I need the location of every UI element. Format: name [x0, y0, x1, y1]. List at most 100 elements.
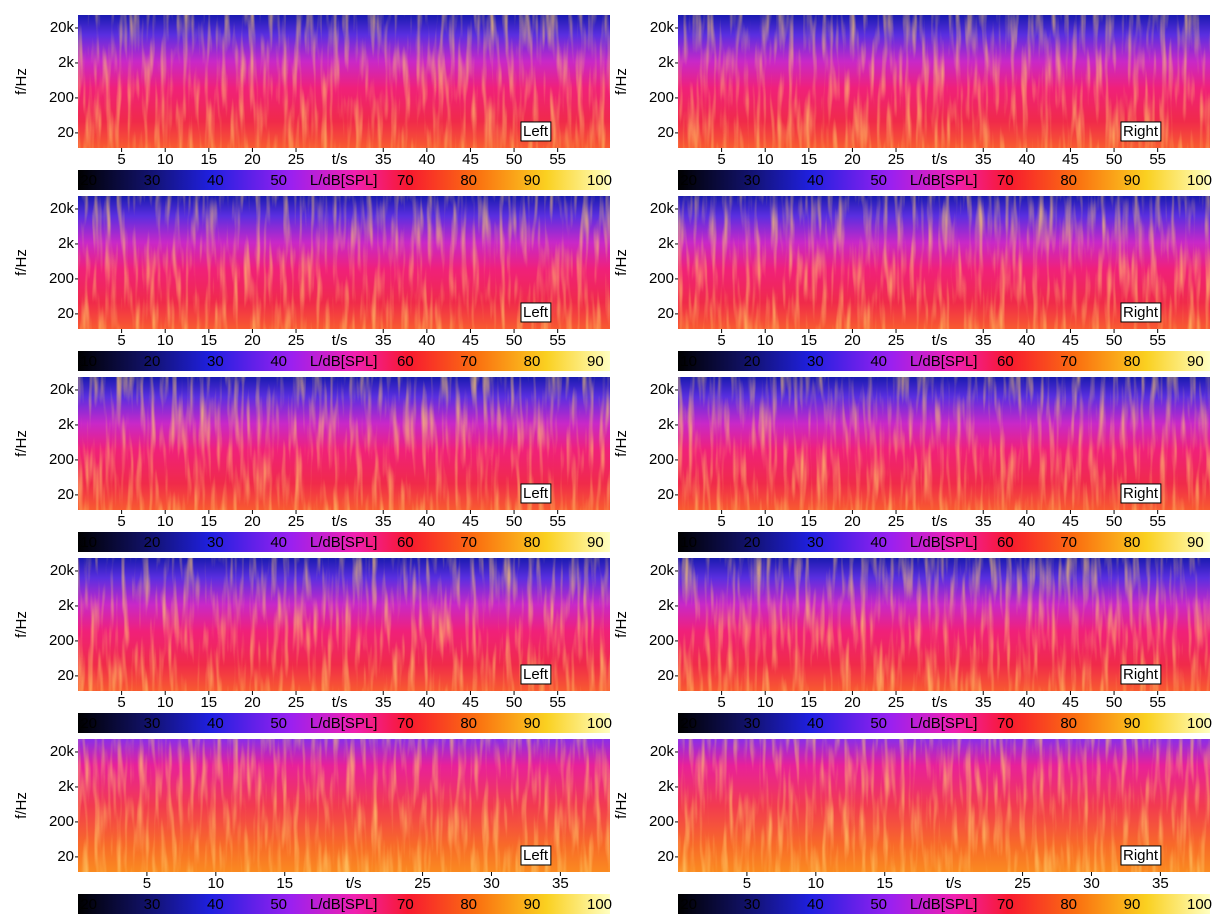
x-tick-label: 50 [506, 151, 523, 168]
colorbar-tick-label: 50 [870, 172, 887, 189]
colorbar-tick-label: 40 [207, 896, 224, 913]
colorbar-tick-label: 90 [1187, 353, 1204, 370]
colorbar-tick-label: 100 [587, 896, 612, 913]
colorbar-tick-label: 70 [397, 715, 414, 732]
colorbar-tick-label: 40 [807, 172, 824, 189]
x-axis-label: t/s [932, 151, 948, 168]
y-tick-label: 2k [58, 416, 74, 433]
x-tick-label: 10 [157, 513, 174, 530]
colorbar-label: L/dB[SPL] [310, 353, 378, 370]
x-tick-label: 55 [1149, 151, 1166, 168]
colorbar-tick-label: 40 [270, 353, 287, 370]
x-tick-label: 55 [549, 513, 566, 530]
colorbar-label: L/dB[SPL] [310, 534, 378, 551]
y-tick-label: 200 [49, 632, 74, 649]
y-axis-label: f/Hz [13, 249, 30, 276]
x-tick-label: 55 [549, 332, 566, 349]
x-tick-label: 35 [975, 151, 992, 168]
x-tick-label: 25 [288, 151, 305, 168]
colorbar-tick-label: 100 [1187, 896, 1212, 913]
colorbar-tick-label: 70 [997, 896, 1014, 913]
x-tick-label: 50 [506, 513, 523, 530]
x-tick-label: 55 [1149, 694, 1166, 711]
x-tick-label: 40 [419, 151, 436, 168]
channel-label: Left [523, 485, 549, 502]
x-tick-label: 35 [975, 694, 992, 711]
colorbar-tick-label: 70 [397, 172, 414, 189]
y-tick-label: 20 [657, 848, 674, 865]
y-tick-label: 200 [649, 632, 674, 649]
x-tick-label: 10 [807, 875, 824, 892]
y-tick-label: 200 [49, 451, 74, 468]
x-tick-label: 40 [419, 694, 436, 711]
colorbar-tick-label: 30 [744, 172, 761, 189]
x-tick-label: 15 [200, 694, 217, 711]
colorbar-tick-label: 20 [680, 896, 697, 913]
colorbar-label: L/dB[SPL] [310, 715, 378, 732]
colorbar-tick-label: 20 [744, 534, 761, 551]
y-tick-label: 2k [658, 416, 674, 433]
x-tick-label: 20 [244, 332, 261, 349]
colorbar-tick-label: 90 [1124, 896, 1141, 913]
x-tick-label: 40 [1019, 694, 1036, 711]
x-axis-label: t/s [332, 513, 348, 530]
colorbar-label: L/dB[SPL] [910, 534, 978, 551]
x-tick-label: 15 [276, 875, 293, 892]
channel-label: Right [1123, 666, 1159, 683]
colorbar-tick-label: 80 [460, 172, 477, 189]
y-tick-label: 2k [58, 597, 74, 614]
colorbar-tick-label: 90 [524, 715, 541, 732]
x-tick-label: 40 [419, 513, 436, 530]
colorbar-tick-label: 80 [460, 715, 477, 732]
panel: 202002k20kf/Hz5101520253540455055t/sLeft… [13, 558, 612, 733]
channel-label: Left [523, 666, 549, 683]
x-tick-label: 50 [1106, 694, 1123, 711]
y-tick-label: 2k [658, 54, 674, 71]
y-tick-label: 20 [657, 124, 674, 141]
channel-label: Left [523, 123, 549, 140]
x-axis-label: t/s [932, 694, 948, 711]
colorbar-tick-label: 100 [587, 172, 612, 189]
y-tick-label: 2k [58, 54, 74, 71]
colorbar-tick-label: 70 [997, 715, 1014, 732]
x-tick-label: 10 [757, 694, 774, 711]
panel: 202002k20kf/Hz5101520253540455055t/sRigh… [613, 196, 1210, 371]
y-tick-label: 200 [649, 813, 674, 830]
colorbar-tick-label: 90 [1124, 715, 1141, 732]
colorbar-tick-label: 30 [207, 534, 224, 551]
y-axis-label: f/Hz [13, 68, 30, 95]
x-axis-label: t/s [332, 151, 348, 168]
y-tick-label: 200 [49, 270, 74, 287]
y-axis-label: f/Hz [13, 611, 30, 638]
colorbar-tick-label: 20 [680, 172, 697, 189]
x-tick-label: 15 [800, 513, 817, 530]
figure: 20 200 2k 20k f/Hz 5 10 15 20 25 35 40 45 50 55 t/s Left… [0, 0, 1220, 919]
x-tick-label: 15 [200, 513, 217, 530]
x-tick-label: 5 [117, 332, 125, 349]
colorbar-tick-label: 40 [870, 353, 887, 370]
x-tick-label: 10 [207, 875, 224, 892]
x-tick-label: 50 [1106, 151, 1123, 168]
x-tick-label: 45 [462, 694, 479, 711]
y-tick-label: 20k [50, 19, 75, 36]
x-tick-label: 45 [1062, 151, 1079, 168]
colorbar-tick-label: 100 [587, 715, 612, 732]
colorbar-tick-label: 20 [80, 896, 97, 913]
x-tick-label: 30 [483, 875, 500, 892]
colorbar-tick-label: 40 [270, 534, 287, 551]
x-tick-label: 35 [375, 151, 392, 168]
x-tick-label: 45 [462, 332, 479, 349]
colorbar-tick-label: 50 [270, 172, 287, 189]
colorbar-tick-label: 10 [80, 353, 97, 370]
colorbar-tick-label: 40 [807, 715, 824, 732]
colorbar-label: L/dB[SPL] [310, 172, 378, 189]
y-axis-label: f/Hz [613, 430, 630, 457]
x-tick-label: 55 [1149, 513, 1166, 530]
panel: 202002k20kf/Hz5101520253540455055t/sLeft… [13, 15, 612, 190]
y-tick-label: 20k [50, 381, 75, 398]
x-tick-label: 15 [800, 332, 817, 349]
x-tick-label: 50 [506, 332, 523, 349]
y-tick-label: 20k [650, 562, 675, 579]
